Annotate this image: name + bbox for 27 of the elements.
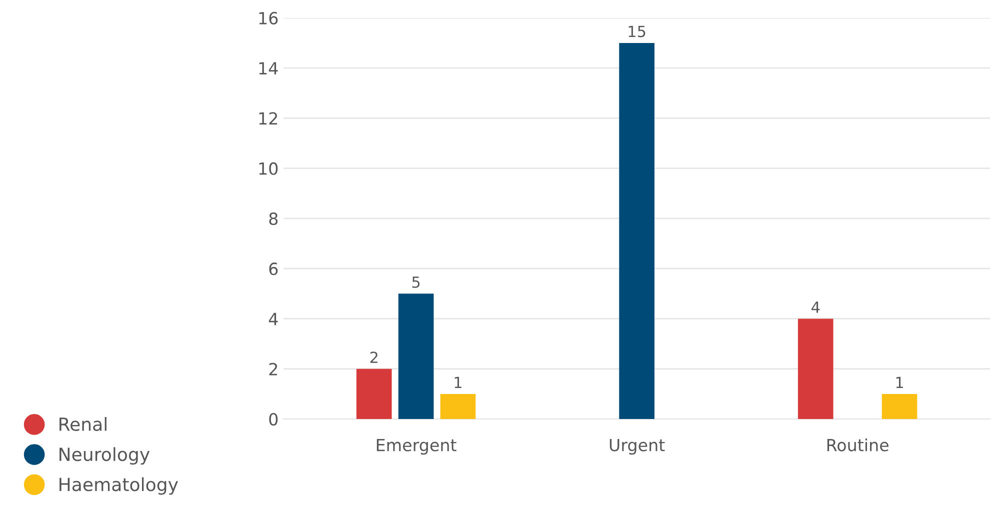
bar [398,294,434,420]
x-tick-label: Urgent [610,438,665,455]
y-tick-label: 4 [268,312,278,326]
x-tick-label: Emergent [376,438,456,455]
legend-label: Haematology [60,477,178,495]
legend-label: Neurology [60,447,150,465]
y-tick-label: 10 [259,162,278,175]
data-label: 15 [628,26,646,38]
bar [798,318,834,420]
bar [356,368,392,420]
legend-label: Renal [60,417,106,432]
x-tick-label: Routine [827,438,888,452]
data-label: 5 [412,276,420,288]
data-label: 2 [370,352,378,363]
y-tick-label: 12 [259,112,278,124]
y-tick-label: 0 [269,412,278,426]
y-tick-label: 2 [269,362,278,376]
y-tick-label: 8 [269,212,278,226]
data-label: 1 [454,376,462,388]
data-label: 1 [896,376,903,388]
bar [440,394,476,420]
y-tick-label: 16 [259,12,278,24]
y-tick-label: 6 [269,262,278,276]
data-label: 4 [812,302,820,313]
bar [619,42,654,420]
y-tick-label: 14 [259,62,278,74]
bar [882,394,918,420]
